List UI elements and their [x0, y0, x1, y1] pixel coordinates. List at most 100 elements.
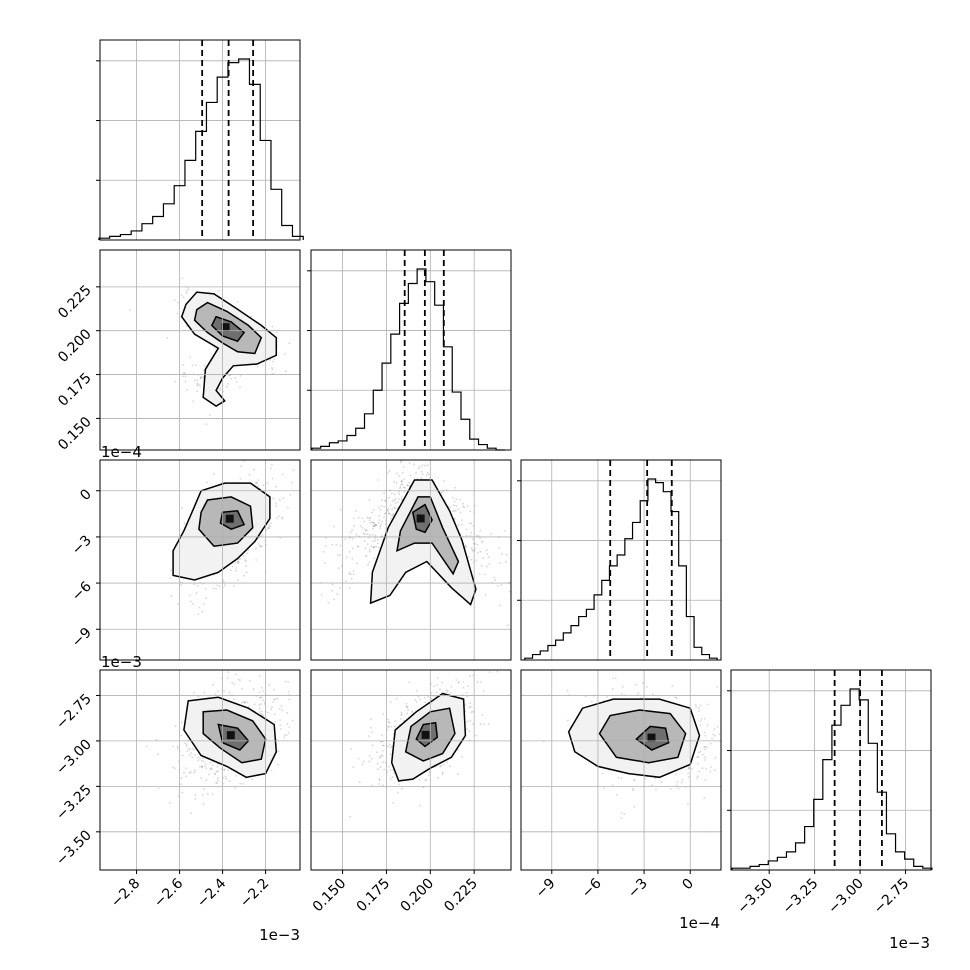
- sample-point: [399, 458, 401, 460]
- sample-point: [236, 300, 239, 303]
- sample-point: [398, 490, 400, 493]
- sample-point: [453, 517, 456, 520]
- sample-point: [698, 707, 700, 710]
- sample-point: [490, 533, 492, 535]
- sample-point: [525, 602, 527, 604]
- sample-point: [239, 478, 242, 480]
- sample-point: [388, 470, 391, 472]
- sample-point: [399, 461, 402, 464]
- sample-point: [419, 779, 421, 781]
- sample-point: [457, 749, 459, 752]
- sample-point: [699, 750, 702, 753]
- sample-point: [231, 565, 234, 568]
- sample-point: [180, 294, 183, 297]
- sample-point: [391, 776, 394, 778]
- sample-point: [505, 560, 507, 563]
- sample-point: [633, 779, 635, 781]
- sample-point: [392, 513, 395, 515]
- sample-point: [181, 791, 184, 794]
- sample-point: [389, 753, 392, 756]
- sample-point: [393, 725, 396, 728]
- sample-point: [336, 553, 339, 556]
- sample-point: [388, 721, 391, 724]
- sample-point: [405, 702, 408, 705]
- sample-point: [377, 506, 380, 509]
- sample-point: [500, 552, 503, 555]
- sample-point: [457, 682, 460, 684]
- sample-point: [217, 387, 220, 390]
- sample-point: [469, 702, 472, 704]
- sample-point: [182, 375, 185, 378]
- sample-point: [244, 700, 247, 703]
- sample-point: [469, 719, 472, 722]
- sample-point: [479, 529, 482, 532]
- sample-point: [271, 367, 273, 369]
- density-peak: [226, 731, 235, 740]
- sample-point: [704, 734, 707, 737]
- sample-point: [331, 543, 334, 546]
- sample-point: [371, 521, 374, 524]
- sample-point: [430, 697, 433, 700]
- sample-point: [172, 766, 174, 769]
- sample-point: [244, 701, 246, 704]
- sample-point: [210, 767, 213, 770]
- sample-point: [348, 587, 351, 590]
- sample-point: [623, 813, 626, 816]
- sample-point: [257, 543, 260, 545]
- sample-point: [465, 528, 468, 531]
- sample-point: [184, 375, 187, 378]
- sample-point: [395, 698, 398, 700]
- sample-point: [499, 604, 501, 607]
- sample-point: [458, 680, 460, 683]
- sample-point: [373, 525, 375, 528]
- sample-point: [339, 544, 342, 547]
- sample-point: [373, 523, 376, 526]
- sample-point: [396, 507, 399, 509]
- sample-point: [389, 513, 392, 516]
- sample-point: [704, 756, 707, 759]
- sample-point: [256, 365, 259, 368]
- sample-point: [374, 524, 377, 527]
- sample-point: [235, 673, 237, 676]
- sample-point: [725, 748, 727, 750]
- sample-point: [706, 746, 708, 749]
- sample-point: [365, 555, 368, 558]
- sample-point: [353, 525, 356, 527]
- sample-point: [394, 507, 397, 510]
- sample-point: [243, 460, 246, 462]
- sample-point: [197, 756, 199, 759]
- sample-point: [387, 472, 389, 474]
- sample-point: [725, 730, 727, 732]
- sample-point: [387, 765, 390, 768]
- ytick-label-3-2: −3.00: [53, 736, 95, 778]
- sample-point: [168, 802, 171, 805]
- sample-point: [398, 475, 401, 477]
- sample-point: [286, 711, 289, 714]
- sample-point: [402, 486, 405, 489]
- sample-point: [365, 529, 368, 532]
- sample-point: [377, 546, 380, 549]
- sample-point: [688, 767, 690, 769]
- ytick-label-1-1: 0.175: [55, 370, 95, 410]
- sample-point: [182, 296, 185, 299]
- sample-point: [363, 540, 366, 543]
- sample-point: [351, 529, 354, 531]
- sample-point: [190, 600, 192, 603]
- sample-point: [367, 563, 369, 566]
- sample-point: [234, 562, 237, 564]
- sample-point: [181, 721, 183, 724]
- sample-point: [391, 500, 394, 502]
- sample-point: [239, 782, 242, 785]
- sample-point: [191, 756, 194, 759]
- sample-point: [359, 525, 362, 527]
- sample-point: [695, 705, 698, 708]
- sample-point: [388, 496, 390, 499]
- sample-point: [233, 683, 236, 686]
- sample-point: [257, 485, 260, 487]
- sample-point: [401, 479, 403, 482]
- sample-point: [446, 689, 449, 692]
- sample-point: [219, 389, 222, 392]
- sample-point: [374, 525, 377, 527]
- sample-point: [400, 718, 402, 720]
- sample-point: [408, 481, 410, 484]
